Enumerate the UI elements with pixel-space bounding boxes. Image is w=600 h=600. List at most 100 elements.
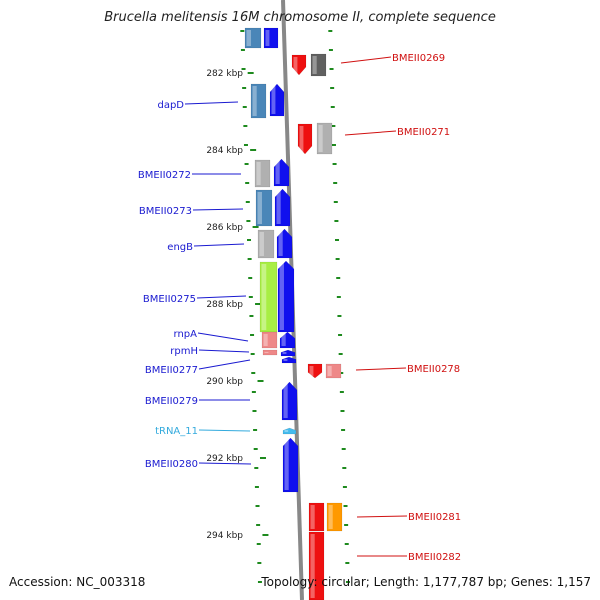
tick-mark-left (243, 144, 248, 146)
feature-label-BMEII0271: BMEII0271 (397, 127, 450, 138)
gene-glyph-BMEII0275-shade (279, 263, 284, 330)
gene-glyph-BMEII0273-steel-shade (257, 192, 262, 224)
gene-glyph-BMEII0269-gray-shade (312, 56, 317, 74)
tick-mark-right (342, 467, 347, 469)
feature-label-engB: engB (167, 242, 193, 253)
feature-label-BMEII0281: BMEII0281 (408, 512, 461, 523)
tick-mark-left (255, 505, 260, 507)
feature-label-rnpA: rnpA (174, 329, 198, 340)
tick-mark-right (334, 220, 339, 222)
feature-pointer-tRNA_11 (198, 429, 251, 432)
tick-mark-left (242, 106, 247, 108)
feature-label-BMEII0269: BMEII0269 (392, 53, 445, 64)
gene-glyph-BMEII0271-red (297, 123, 313, 155)
feature-pointer-BMEII0271 (344, 130, 397, 136)
feature-label-dapD: dapD (157, 100, 184, 111)
gene-glyph-BMEII0275 (277, 260, 295, 333)
tick-mark-right (341, 448, 346, 450)
gene-glyph-rpmH (280, 349, 296, 357)
tick-mark-left (243, 125, 248, 127)
feature-pointer-engB (193, 243, 245, 247)
tick-mark-right (336, 277, 341, 279)
tick-mark-right (344, 543, 349, 545)
tick-mark-right (328, 49, 333, 51)
gene-glyph-top-steel (244, 27, 262, 49)
gene-glyph-tRNA_11-shade (284, 430, 289, 432)
gene-glyph-BMEII0280 (282, 437, 299, 493)
tick-mark-right (345, 581, 350, 583)
gene-glyph-rpmH-pink-shade (264, 352, 269, 353)
gene-glyph-BMEII0269-gray (310, 53, 327, 77)
tick-mark-left (253, 448, 258, 450)
gene-glyph-BMEII0278-red-shade (309, 366, 314, 376)
tick-mark-left (248, 277, 253, 279)
feature-label-BMEII0275: BMEII0275 (143, 294, 196, 305)
gene-glyph-BMEII0280-shade (284, 440, 289, 490)
gene-glyph-rnpA (279, 331, 296, 349)
tick-mark-right (333, 182, 338, 184)
tick-mark-right (339, 372, 344, 374)
tick-mark-left (251, 391, 256, 393)
tick-mark-right (338, 353, 343, 355)
tick-mark-left (256, 543, 261, 545)
gene-glyph-rnpA-pink (261, 331, 278, 349)
feature-label-rpmH: rpmH (170, 346, 198, 357)
feature-label-BMEII0272: BMEII0272 (138, 170, 191, 181)
tick-mark-left (248, 296, 253, 298)
gene-glyph-rpmH-shade (282, 352, 287, 354)
tick-mark-left (242, 87, 247, 89)
gene-glyph-dapD-steel-shade (252, 86, 257, 116)
feature-label-BMEII0277: BMEII0277 (145, 365, 198, 376)
feature-pointer-rnpA (197, 332, 249, 342)
tick-mark-left (250, 334, 255, 336)
tick-mark-right (345, 562, 350, 564)
accession-label: Accession: NC_003318 (9, 575, 146, 589)
gene-glyph-BMEII0269-red (291, 54, 307, 76)
tick-mark-right (328, 30, 333, 32)
tick-mark-left (252, 410, 257, 412)
gene-glyph-BMEII0278-pink-shade (327, 366, 332, 376)
feature-pointer-BMEII0277 (198, 359, 251, 370)
tick-mark-right (344, 524, 349, 526)
gene-glyph-BMEII0272-gray (254, 159, 271, 188)
tick-mark-right (333, 201, 338, 203)
tick-mark-left (247, 239, 252, 241)
scale-label: 282 kbp (206, 69, 243, 79)
feature-pointer-BMEII0273 (192, 208, 244, 211)
scale-label: 294 kbp (206, 531, 243, 541)
tick-mark-right (331, 144, 336, 146)
gene-glyph-BMEII0273 (274, 188, 291, 227)
feature-label-BMEII0280: BMEII0280 (145, 459, 198, 470)
tick-mark-right (338, 334, 343, 336)
gene-glyph-BMEII0271-gray-shade (318, 125, 323, 152)
gene-glyph-BMEII0272-shade (275, 161, 280, 184)
tick-mark-right (332, 163, 337, 165)
gene-glyph-BMEII0273-steel (255, 189, 273, 227)
gene-glyph-engB (276, 228, 293, 259)
scale-label: 292 kbp (206, 454, 243, 464)
feature-label-BMEII0279: BMEII0279 (145, 396, 198, 407)
gene-glyph-BMEII0272 (273, 158, 290, 187)
tick-mark-left (254, 467, 259, 469)
feature-pointer-BMEII0269 (340, 56, 392, 64)
tick-mark-left (250, 353, 255, 355)
gene-glyph-BMEII0277 (281, 356, 297, 364)
gene-glyph-BMEII0278-pink (325, 363, 342, 379)
gene-glyph-rpmH-pink (262, 349, 278, 356)
tick-mark-right (330, 106, 335, 108)
tick-mark-left (240, 30, 245, 32)
feature-label-BMEII0282: BMEII0282 (408, 552, 461, 563)
scale-tick (262, 534, 269, 536)
gene-glyph-BMEII0281-red (308, 502, 325, 532)
gene-glyph-BMEII0281-orange-shade (328, 505, 333, 529)
tick-mark-left (241, 68, 246, 70)
gene-glyph-BMEII0277-shade (283, 359, 288, 361)
tick-mark-left (257, 562, 262, 564)
feature-label-BMEII0278: BMEII0278 (407, 364, 460, 375)
tick-mark-left (251, 372, 256, 374)
scale-tick (250, 149, 257, 151)
gene-glyph-tRNA_11 (282, 427, 297, 435)
tick-mark-left (257, 581, 262, 583)
gene-glyph-engB-gray (257, 229, 275, 259)
